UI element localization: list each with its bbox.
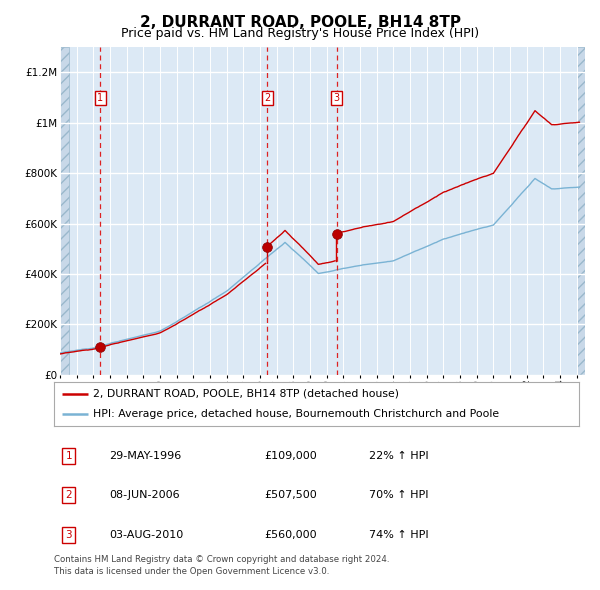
Text: HPI: Average price, detached house, Bournemouth Christchurch and Poole: HPI: Average price, detached house, Bour… [94,409,499,419]
Text: 2: 2 [65,490,72,500]
Text: 70% ↑ HPI: 70% ↑ HPI [369,490,428,500]
Text: 2, DURRANT ROAD, POOLE, BH14 8TP (detached house): 2, DURRANT ROAD, POOLE, BH14 8TP (detach… [94,389,400,399]
Text: 08-JUN-2006: 08-JUN-2006 [109,490,180,500]
Text: £109,000: £109,000 [264,451,317,461]
Text: Price paid vs. HM Land Registry's House Price Index (HPI): Price paid vs. HM Land Registry's House … [121,27,479,40]
Text: £560,000: £560,000 [264,530,317,540]
Text: 03-AUG-2010: 03-AUG-2010 [109,530,184,540]
Text: 29-MAY-1996: 29-MAY-1996 [109,451,181,461]
Text: Contains HM Land Registry data © Crown copyright and database right 2024.
This d: Contains HM Land Registry data © Crown c… [54,555,389,576]
Text: 3: 3 [334,93,340,103]
Bar [60,47,69,375]
Text: £507,500: £507,500 [264,490,317,500]
Text: 2: 2 [264,93,271,103]
Text: 74% ↑ HPI: 74% ↑ HPI [369,530,428,540]
Text: 3: 3 [65,530,72,540]
Text: 1: 1 [65,451,72,461]
Bar [577,47,585,375]
Text: 1: 1 [97,93,103,103]
Text: 22% ↑ HPI: 22% ↑ HPI [369,451,428,461]
Text: 2, DURRANT ROAD, POOLE, BH14 8TP: 2, DURRANT ROAD, POOLE, BH14 8TP [139,15,461,30]
